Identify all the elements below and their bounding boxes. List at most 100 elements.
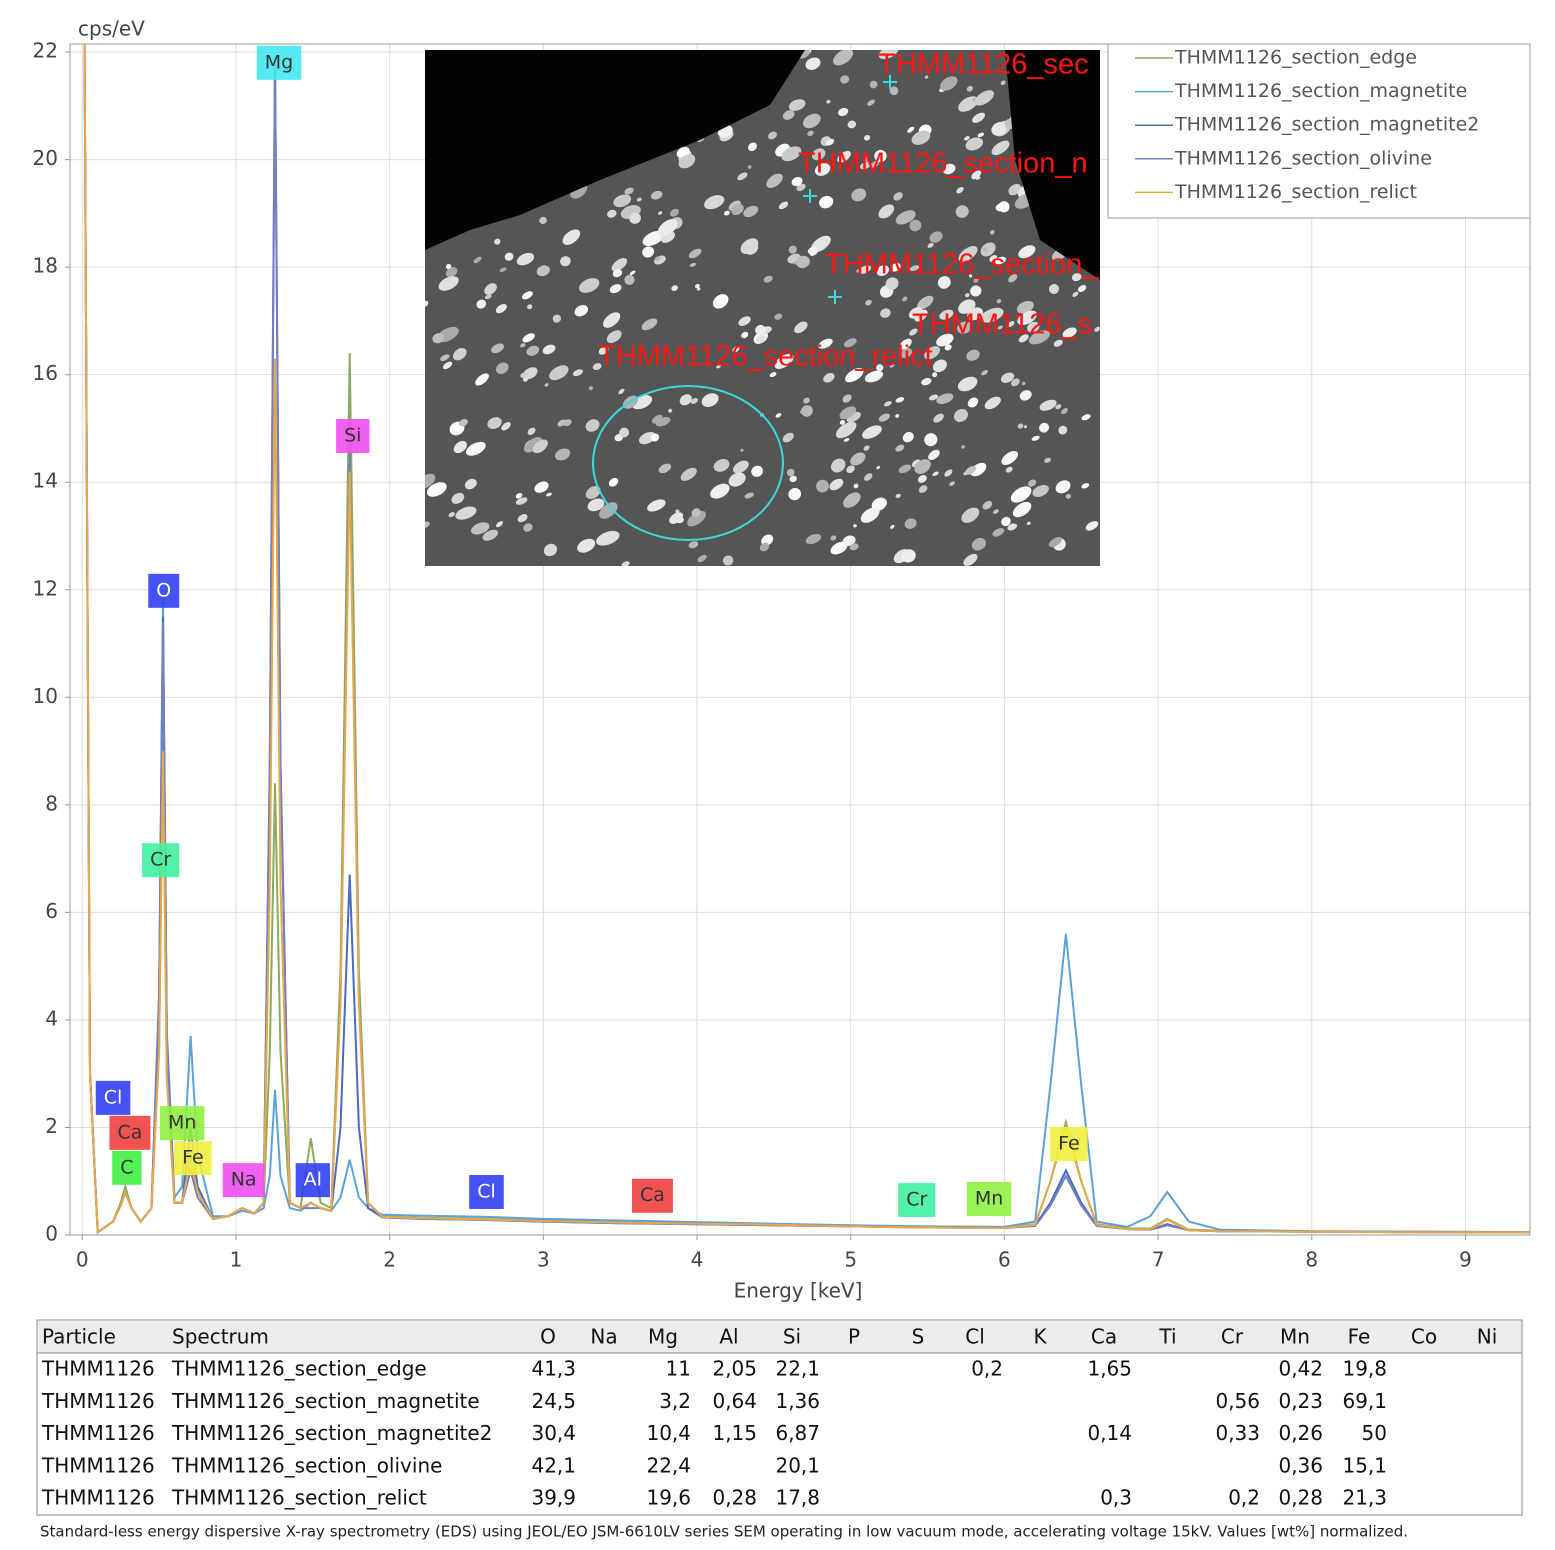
grain (464, 478, 477, 490)
grain (901, 549, 916, 563)
grain (696, 287, 701, 291)
grain (904, 518, 917, 529)
grain (968, 274, 973, 278)
table-cell: 30,4 (531, 1421, 576, 1445)
grain (688, 248, 702, 259)
spot-label: THMM1126_section_n (798, 148, 1088, 180)
grain (1012, 501, 1032, 518)
element-label: O (156, 579, 171, 601)
table-cell: THMM1126 (41, 1453, 155, 1477)
grain (874, 149, 887, 163)
grain (523, 437, 543, 453)
grain (782, 432, 794, 443)
grain (549, 365, 569, 381)
grain (932, 471, 939, 477)
y-tick-label: 20 (33, 146, 58, 170)
grain (542, 344, 556, 355)
grain (932, 359, 947, 373)
column-header: Na (590, 1325, 617, 1349)
x-tick-label: 4 (691, 1248, 704, 1272)
grain (527, 304, 533, 310)
table-cell: 0,23 (1278, 1389, 1323, 1413)
element-box (148, 573, 180, 608)
x-tick-label: 5 (844, 1248, 857, 1272)
element-box (469, 1174, 504, 1209)
grain (1077, 285, 1087, 293)
grain (521, 291, 533, 300)
grain (526, 345, 540, 356)
grain (522, 367, 538, 380)
grain (890, 524, 895, 529)
grain (1007, 523, 1018, 531)
grain (678, 154, 696, 169)
spot-label: THMM1126_s (912, 309, 1092, 341)
grain (1000, 372, 1015, 383)
grain (858, 265, 872, 274)
table-header-bg (38, 1321, 1521, 1353)
grain (654, 256, 661, 262)
element-label: Cl (477, 1180, 496, 1202)
grain (1001, 516, 1011, 527)
table-cell: 2,05 (712, 1357, 757, 1381)
y-axis-title: cps/eV (78, 17, 145, 41)
table-cell: 21,3 (1342, 1486, 1387, 1510)
table-cell: 0,2 (1228, 1486, 1260, 1510)
grain (898, 464, 912, 474)
table-cell: 6,87 (775, 1421, 820, 1445)
grain (669, 208, 679, 217)
grain (805, 533, 822, 545)
table-cell: THMM1126_section_edge (171, 1357, 427, 1381)
grain (816, 479, 829, 493)
y-tick-label: 14 (33, 469, 58, 493)
grain (819, 195, 834, 209)
grain (445, 263, 452, 270)
grain (1031, 435, 1040, 441)
grain (599, 502, 618, 519)
grain (741, 331, 749, 339)
grain (501, 422, 511, 431)
grain (1028, 330, 1050, 345)
column-header: Ti (1158, 1325, 1176, 1349)
grain (929, 231, 943, 243)
grain (1019, 390, 1032, 401)
grain (740, 448, 744, 452)
grain (944, 469, 953, 477)
element-labels: Mg Si O Cr Cl Ca Mn C Fe Na Al Cl Ca Cr Mn Fe (95, 45, 1088, 1218)
grain (473, 256, 482, 264)
grain (863, 156, 869, 162)
table-cell: 0,26 (1278, 1421, 1323, 1445)
grain (546, 492, 552, 497)
grain (953, 409, 968, 423)
grain (1008, 183, 1022, 196)
grain (924, 433, 938, 447)
grain (641, 318, 658, 331)
grain (484, 294, 492, 300)
table-cell: 0,56 (1215, 1389, 1260, 1413)
grain (814, 162, 831, 176)
column-header: Ni (1477, 1325, 1498, 1349)
grain (973, 277, 979, 283)
grain (517, 514, 528, 523)
grain (794, 321, 808, 334)
grain (574, 304, 589, 317)
column-header: Mn (1280, 1325, 1310, 1349)
element-label: Na (231, 1169, 257, 1191)
grain (607, 209, 617, 218)
grain (1055, 404, 1062, 410)
grain (482, 529, 499, 541)
plot-frame (69, 43, 1531, 1236)
grain (981, 369, 988, 376)
grain (878, 413, 890, 422)
grain (1001, 450, 1019, 465)
grain (624, 274, 635, 285)
grain (451, 492, 465, 505)
grain (949, 481, 955, 486)
table-cell: 1,65 (1087, 1357, 1132, 1381)
grain (924, 346, 941, 360)
grain (989, 230, 995, 235)
grain (1065, 493, 1071, 499)
grain (970, 285, 982, 297)
element-box (256, 45, 302, 80)
grain (1021, 381, 1026, 386)
grain (826, 99, 831, 104)
